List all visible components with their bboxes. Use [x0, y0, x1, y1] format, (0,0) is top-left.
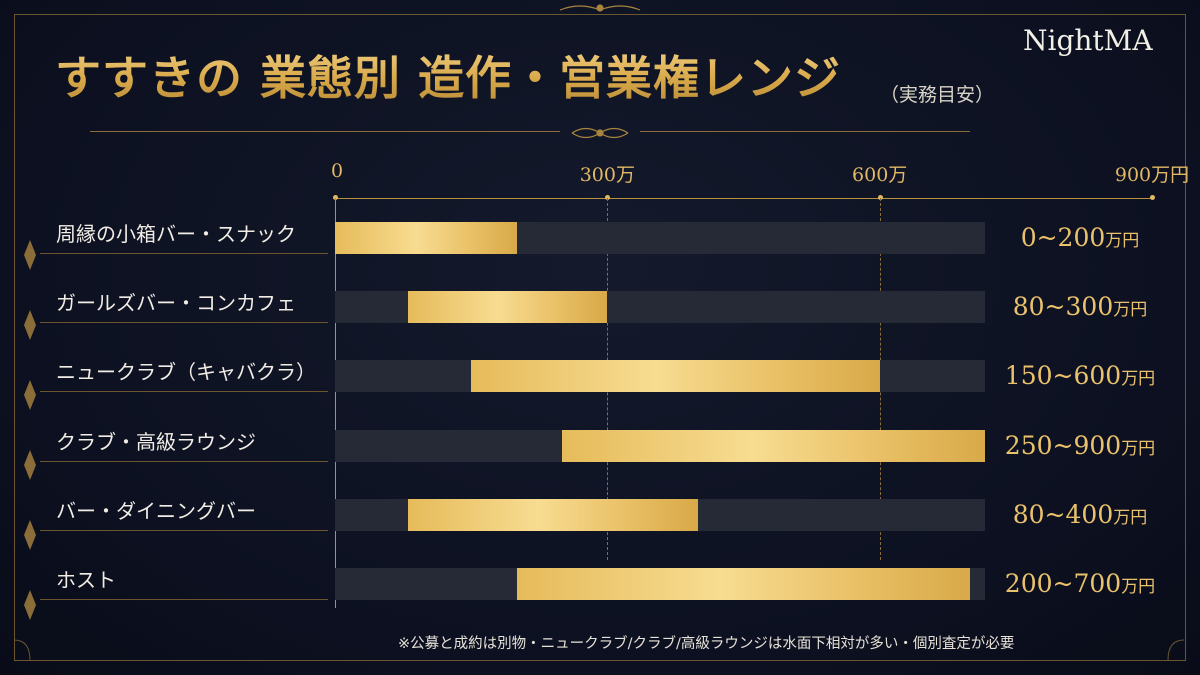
range-value-number: 200~700	[1004, 569, 1122, 598]
range-value-number: 80~300	[1012, 292, 1114, 322]
range-value-number: 150~600	[1004, 361, 1122, 391]
range-value-label: 150~600万円	[985, 361, 1175, 390]
y-axis-line	[335, 198, 336, 608]
range-value-label: 250~900万円	[985, 431, 1175, 460]
category-underline	[40, 253, 328, 254]
category-underline	[40, 322, 328, 324]
range-bar	[335, 222, 517, 254]
side-ornaments-icon	[24, 240, 36, 620]
category-underline	[40, 460, 328, 462]
corner-ornament-icon	[13, 639, 1185, 661]
range-value-label: 80~400万円	[985, 500, 1175, 529]
category-label: 周縁の小箱バー・スナック	[56, 222, 296, 246]
range-value-unit: 万円	[1121, 577, 1156, 597]
range-bar	[516, 568, 971, 600]
range-bar	[407, 291, 608, 324]
x-tick-mark	[333, 195, 338, 200]
x-tick-label: 300万	[579, 164, 635, 186]
category-label: ホスト	[56, 568, 116, 592]
x-tick-label: 900万円	[1114, 164, 1190, 186]
category-label: バー・ダイニングバー	[56, 498, 256, 523]
x-tick-mark	[605, 195, 611, 200]
category-underline	[40, 391, 328, 393]
chart-title: すすきの 業態別 造作・営業権レンジ	[55, 42, 841, 108]
x-tick-mark	[877, 195, 883, 200]
category-label: ガールズバー・コンカフェ	[56, 291, 296, 316]
title-divider-line	[90, 131, 560, 132]
decorative-frame	[14, 14, 1186, 661]
x-axis-line	[335, 198, 1152, 199]
footnote: ※公募と成約は別物・ニュークラブ/クラブ/高級ラウンジは水面下相対が多い・個別査…	[398, 636, 1015, 652]
title-divider-ornament-icon	[571, 127, 629, 139]
category-label: ニュークラブ（キャバクラ）	[56, 360, 316, 385]
range-value-label: 200~700万円	[985, 569, 1175, 598]
chart-subtitle: （実務目安）	[880, 84, 995, 106]
range-value-unit: 万円	[1113, 507, 1148, 528]
x-tick-mark	[1150, 195, 1155, 200]
range-value-number: 80~400	[1012, 499, 1114, 529]
range-value-label: 0~200万円	[985, 223, 1175, 252]
category-underline	[40, 599, 328, 600]
range-value-label: 80~300万円	[985, 292, 1175, 321]
brand-logo: NightMA	[1023, 24, 1153, 57]
category-underline	[40, 529, 328, 531]
x-tick-label: 0	[330, 160, 344, 182]
range-value-unit: 万円	[1105, 231, 1140, 251]
category-label: クラブ・高級ラウンジ	[56, 429, 256, 454]
range-bar	[471, 360, 880, 393]
range-value-unit: 万円	[1113, 300, 1148, 321]
range-value-unit: 万円	[1121, 369, 1156, 390]
range-bar	[407, 498, 699, 531]
range-value-number: 250~900	[1004, 430, 1122, 460]
range-value-unit: 万円	[1121, 438, 1156, 459]
x-tick-label: 600万	[852, 164, 908, 186]
range-value-number: 0~200	[1020, 223, 1106, 252]
top-ornament-icon	[559, 4, 641, 12]
title-divider-line	[640, 131, 970, 132]
range-bar	[561, 429, 985, 462]
